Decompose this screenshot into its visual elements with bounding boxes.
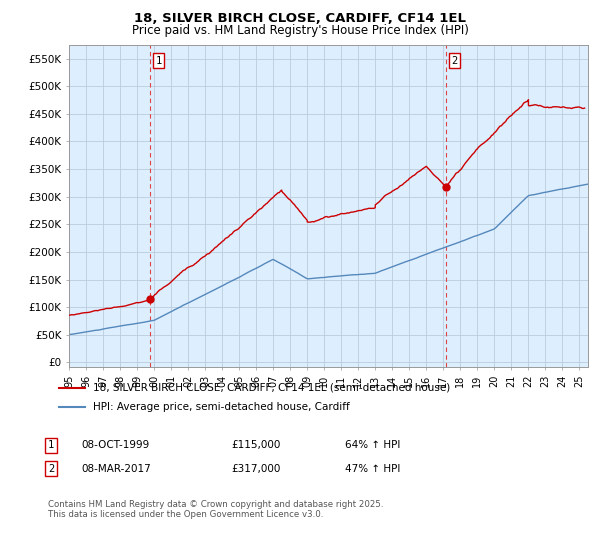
Text: 64% ↑ HPI: 64% ↑ HPI	[345, 440, 400, 450]
Text: Contains HM Land Registry data © Crown copyright and database right 2025.
This d: Contains HM Land Registry data © Crown c…	[48, 500, 383, 519]
Text: 08-MAR-2017: 08-MAR-2017	[81, 464, 151, 474]
Text: 47% ↑ HPI: 47% ↑ HPI	[345, 464, 400, 474]
Text: 18, SILVER BIRCH CLOSE, CARDIFF, CF14 1EL (semi-detached house): 18, SILVER BIRCH CLOSE, CARDIFF, CF14 1E…	[93, 383, 450, 393]
Text: 2: 2	[48, 464, 54, 474]
Text: 2: 2	[452, 56, 458, 66]
Text: 18, SILVER BIRCH CLOSE, CARDIFF, CF14 1EL: 18, SILVER BIRCH CLOSE, CARDIFF, CF14 1E…	[134, 12, 466, 25]
Text: £115,000: £115,000	[231, 440, 280, 450]
Text: 1: 1	[155, 56, 161, 66]
Text: Price paid vs. HM Land Registry's House Price Index (HPI): Price paid vs. HM Land Registry's House …	[131, 24, 469, 36]
Text: 08-OCT-1999: 08-OCT-1999	[81, 440, 149, 450]
Text: £317,000: £317,000	[231, 464, 280, 474]
Text: 1: 1	[48, 440, 54, 450]
Text: HPI: Average price, semi-detached house, Cardiff: HPI: Average price, semi-detached house,…	[93, 402, 350, 412]
